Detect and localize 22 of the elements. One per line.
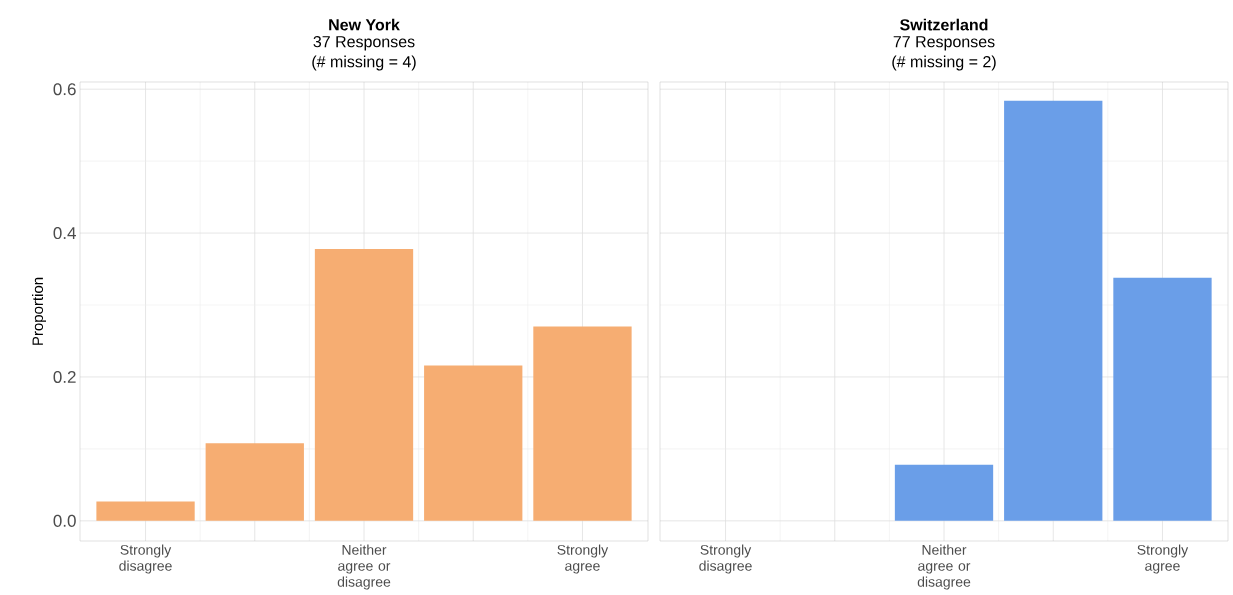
bar (96, 501, 195, 521)
x-tick-label: Strongly disagree (699, 544, 752, 574)
y-tick-label: 0.4 (53, 227, 76, 240)
bar (205, 443, 304, 521)
chart-title: Switzerland (900, 18, 988, 31)
chart-subtitle: 37 Responses (313, 35, 415, 51)
bar (424, 365, 523, 521)
x-tick-label: Strongly disagree (119, 544, 172, 574)
x-tick-label: Strongly agree (1137, 544, 1189, 574)
chart-subtitle: 77 Responses (893, 36, 995, 51)
text: (# missing = 2) (892, 55, 996, 71)
y-tick-label: 0.0 (53, 514, 76, 527)
x-tick-label: Strongly agree (557, 544, 609, 574)
y-tick-label: 0.6 (53, 83, 76, 96)
chart-title: New York (329, 18, 400, 31)
y-axis-title: Proportion (32, 277, 46, 345)
y-tick-label: 0.2 (53, 370, 76, 383)
text: (# missing = 4) (312, 55, 416, 71)
x-tick-label: Neither agree or disagree (337, 544, 391, 590)
bar (314, 248, 414, 521)
x-tick-label: Neither agree or disagree (917, 544, 971, 590)
bar (533, 326, 632, 521)
